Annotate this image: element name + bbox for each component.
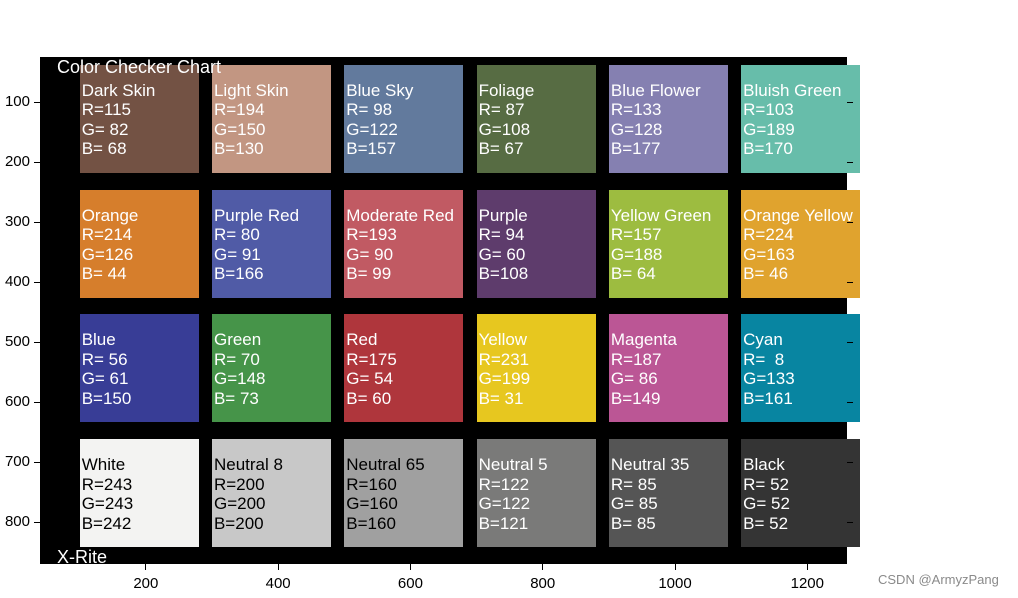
color-patch: Green R= 70 G=148 B= 73 [211,314,332,423]
patch-label: Orange R=214 G=126 B= 44 [81,205,139,284]
y-tick-label: 500 [4,333,30,350]
color-patch: Moderate Red R=193 G= 90 B= 99 [344,189,464,298]
patch-label: Blue Flower R=133 G=128 B=177 [610,80,701,159]
patch-label: Neutral 5 R=122 G=122 B=121 [478,455,548,533]
y-tick-mark-right [847,521,853,523]
x-tick-label: 1200 [790,575,824,592]
x-tick-mark [145,564,147,570]
y-tick-mark [34,161,40,163]
color-patch: Purple Red R= 80 G= 91 B=166 [211,189,332,298]
color-patch: White R=243 G=243 B=242 [79,439,199,548]
patch-label: Black R= 52 G= 52 B= 52 [743,455,790,533]
color-patch: Bluish Green R=103 G=189 B=170 [741,64,861,173]
patch-label: Yellow Green R=157 G=188 B= 64 [610,205,712,284]
color-patch: Blue R= 56 G= 61 B=150 [79,314,199,423]
color-patch: Neutral 65 R=160 G=160 B=160 [344,439,464,548]
y-tick-label: 400 [4,273,30,290]
x-tick-label: 400 [265,575,291,592]
color-patch: Purple R= 94 G= 60 B=108 [476,189,596,298]
patch-label: Purple Red R= 80 G= 91 B=166 [213,205,300,284]
patch-label: Neutral 65 R=160 G=160 B=160 [346,455,425,533]
patch-label: Orange Yellow R=224 G=163 B= 46 [743,205,853,284]
y-tick-label: 700 [4,453,30,470]
y-tick-label: 800 [4,513,30,530]
x-tick-label: 600 [397,575,423,592]
color-patch: Orange Yellow R=224 G=163 B= 46 [741,189,861,298]
y-tick-mark-right [847,461,853,463]
color-patch: Yellow R=231 G=199 B= 31 [476,314,596,423]
color-patch: Yellow Green R=157 G=188 B= 64 [608,189,728,298]
y-tick-mark [34,521,40,523]
patch-label: Blue Sky R= 98 G=122 B=157 [346,80,414,159]
color-patch: Foliage R= 87 G=108 B= 67 [476,64,596,173]
color-patch: Black R= 52 G= 52 B= 52 [741,439,861,548]
color-patch: Orange R=214 G=126 B= 44 [79,189,199,298]
color-patch: Magenta R=187 G= 86 B=149 [608,314,728,423]
patch-label: Neutral 8 R=200 G=200 B=200 [213,455,283,533]
color-patch: Blue Flower R=133 G=128 B=177 [608,64,728,173]
y-tick-mark [34,221,40,223]
color-patch: Dark Skin R=115 G= 82 B= 68 [79,64,199,173]
patch-label: Magenta R=187 G= 86 B=149 [610,330,678,408]
patch-label: Foliage R= 87 G=108 B= 67 [478,80,535,159]
y-tick-mark [34,281,40,283]
patch-label: Dark Skin R=115 G= 82 B= 68 [81,80,156,159]
x-tick-mark [806,564,808,570]
y-tick-label: 100 [4,93,30,110]
y-tick-mark-right [847,161,853,163]
patch-label: Purple R= 94 G= 60 B=108 [478,205,529,284]
x-tick-mark [277,564,279,570]
patch-label: Bluish Green R=103 G=189 B=170 [743,80,842,159]
patch-label: Light Skin R=194 G=150 B=130 [213,80,289,159]
y-tick-mark-right [847,221,853,223]
x-tick-label: 800 [530,575,556,592]
color-patch: Neutral 8 R=200 G=200 B=200 [211,439,332,548]
y-tick-mark [34,101,40,103]
x-tick-label: 1000 [658,575,692,592]
color-patch: Red R=175 G= 54 B= 60 [344,314,464,423]
patch-label: White R=243 G=243 B=242 [81,455,134,533]
x-tick-label: 200 [133,575,159,592]
x-tick-mark [409,564,411,570]
x-tick-mark [542,564,544,570]
y-tick-label: 600 [4,393,30,410]
y-tick-label: 300 [4,213,30,230]
patch-label: Blue R= 56 G= 61 B=150 [81,330,132,408]
color-patch: Blue Sky R= 98 G=122 B=157 [344,64,464,173]
color-patch: Cyan R= 8 G=133 B=161 [741,314,861,423]
patch-label: Moderate Red R=193 G= 90 B= 99 [346,205,454,284]
color-patch: Light Skin R=194 G=150 B=130 [211,64,332,173]
patch-label: Neutral 35 R= 85 G= 85 B= 85 [610,455,690,533]
chart-title: Color Checker Chart [57,57,222,77]
y-tick-mark [34,461,40,463]
patch-label: Green R= 70 G=148 B= 73 [213,330,266,408]
y-tick-mark [34,341,40,343]
patch-label: Cyan R= 8 G=133 B=161 [743,330,795,408]
patch-label: Red R=175 G= 54 B= 60 [346,330,397,408]
y-tick-label: 200 [4,153,30,170]
x-tick-mark [674,564,676,570]
color-patch: Neutral 35 R= 85 G= 85 B= 85 [608,439,728,548]
y-tick-mark-right [847,401,853,403]
color-patch: Neutral 5 R=122 G=122 B=121 [476,439,596,548]
chart-caption: X-Rite [57,547,108,567]
watermark: CSDN @ArmyzPang [878,572,999,587]
y-tick-mark-right [847,281,853,283]
y-tick-mark-right [847,101,853,103]
y-tick-mark-right [847,341,853,343]
y-tick-mark [34,401,40,403]
patch-label: Yellow R=231 G=199 B= 31 [478,330,531,408]
